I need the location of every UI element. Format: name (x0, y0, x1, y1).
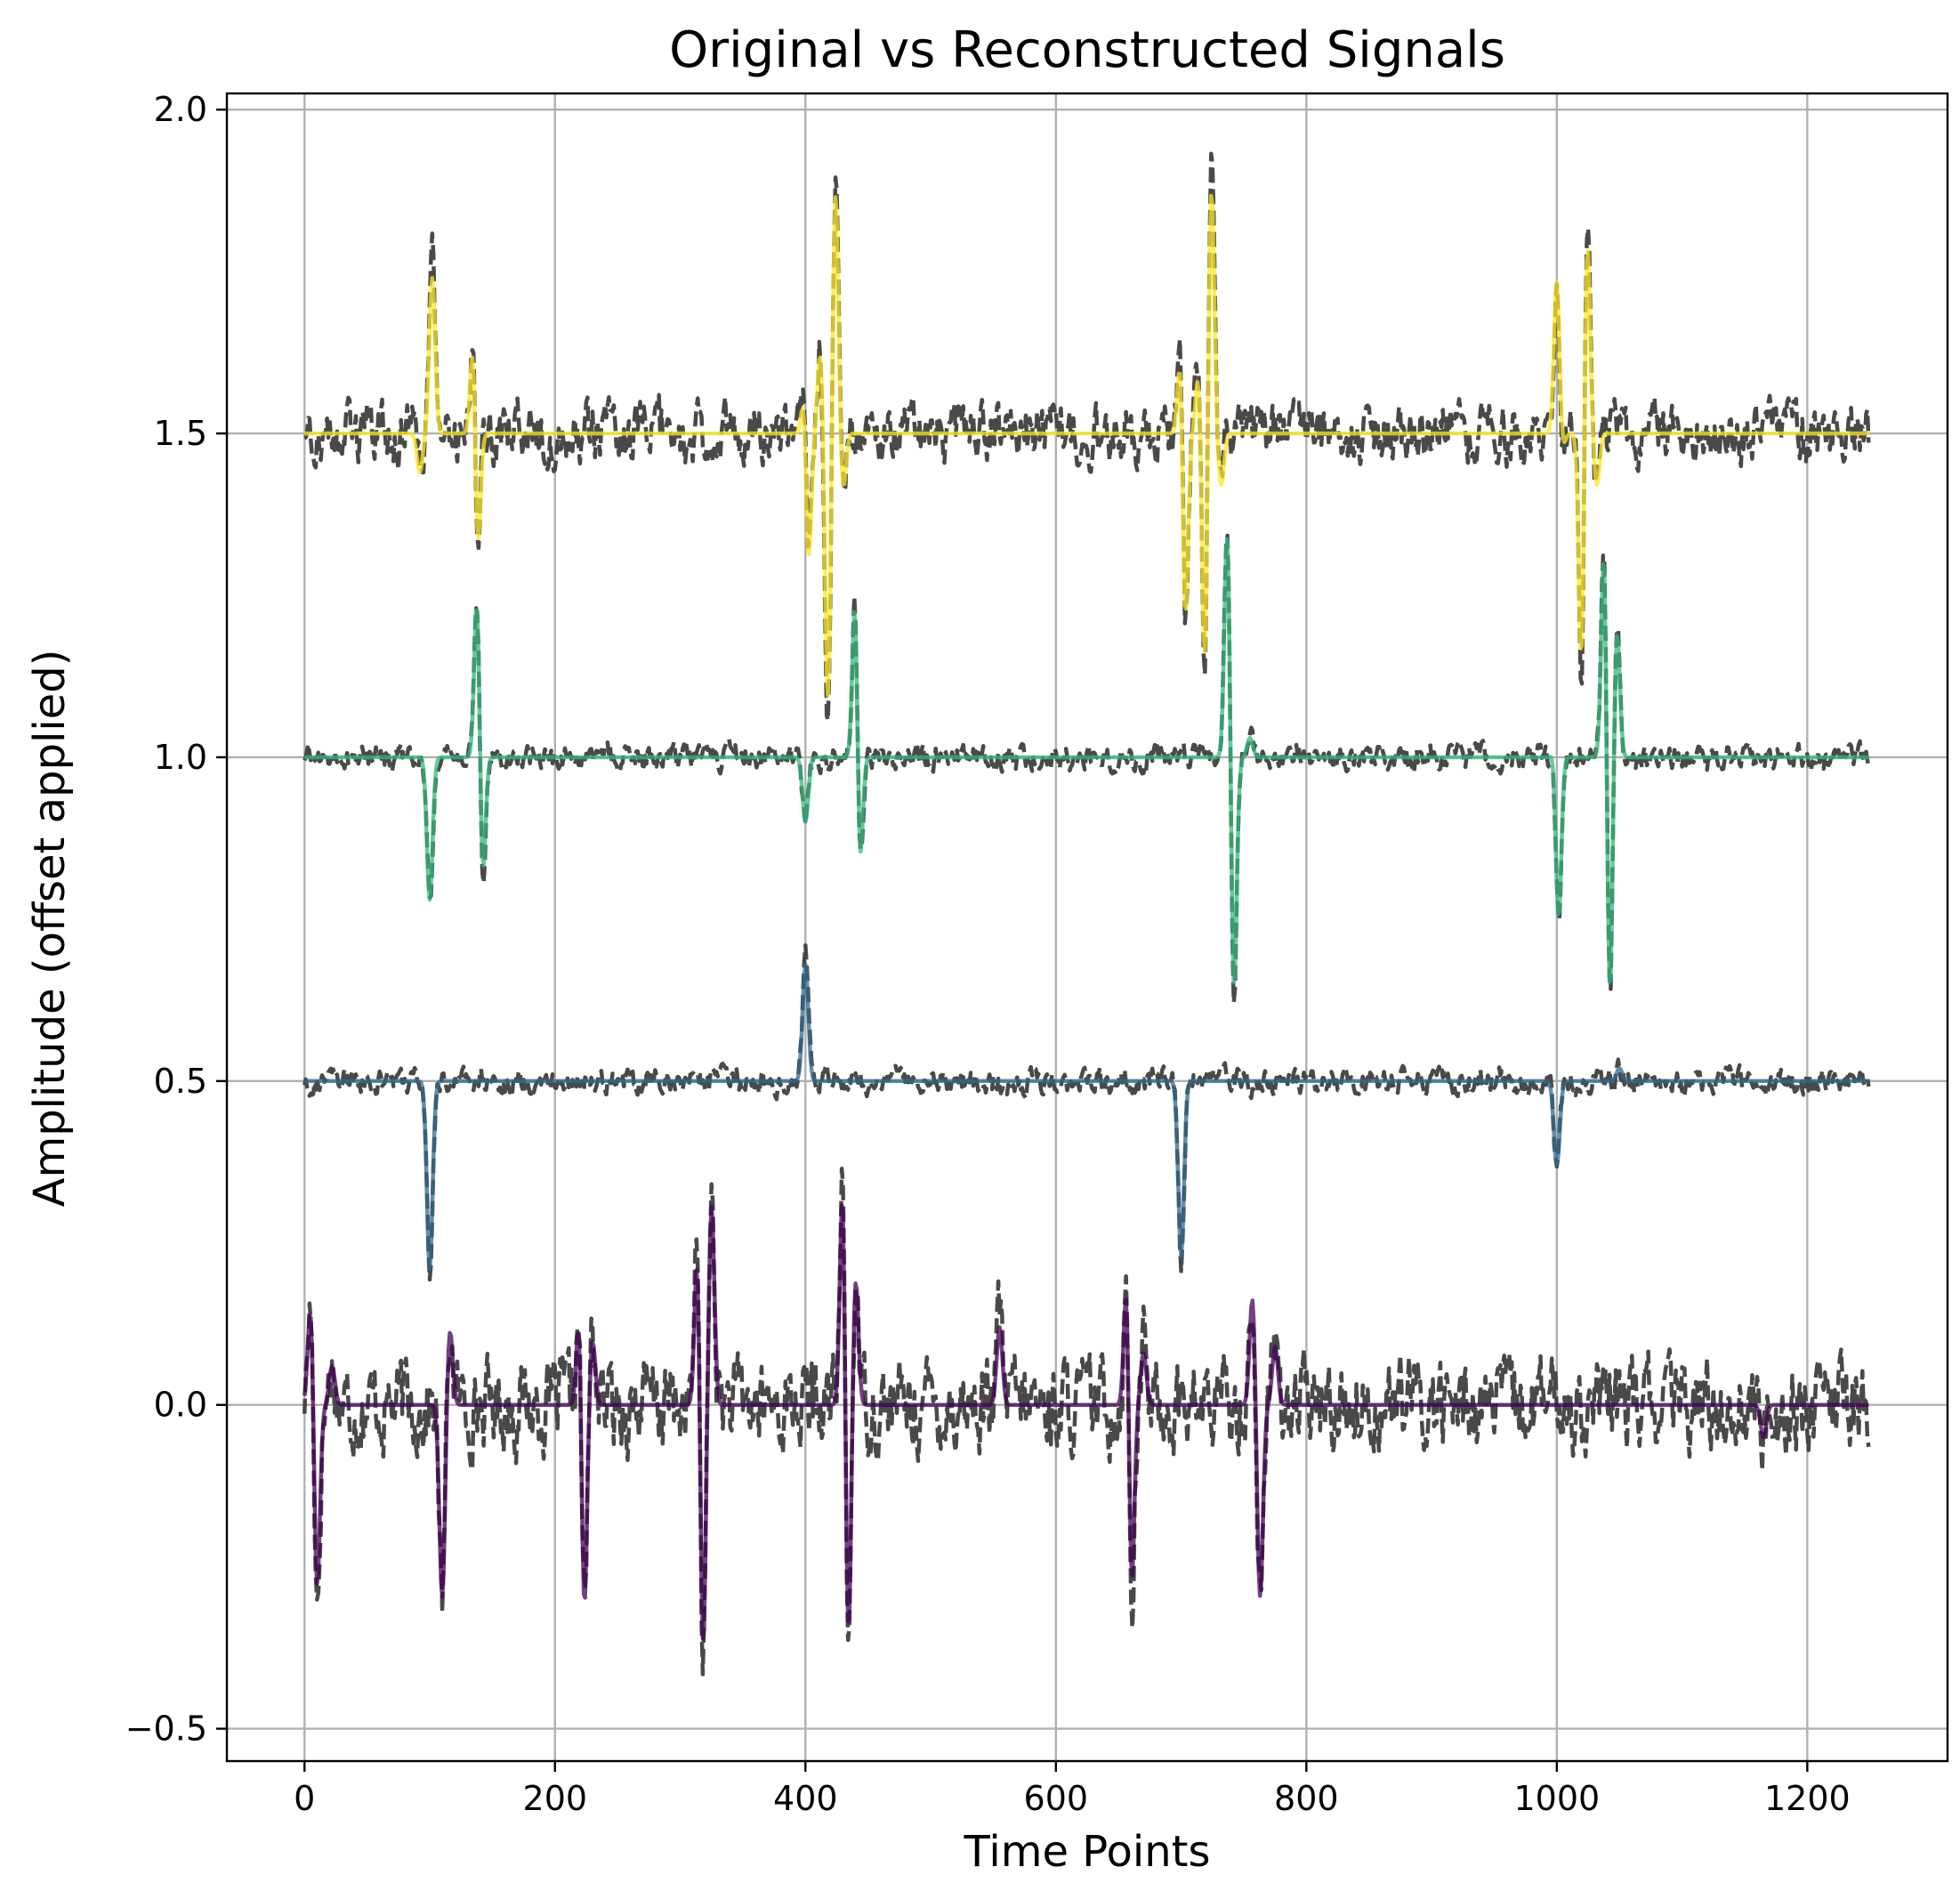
y-axis-ticks: −0.5 0.0 0.5 1.0 1.5 2.0 (125, 90, 227, 1749)
y-tick-label: 1.0 (154, 738, 207, 777)
series-1 (302, 1166, 1871, 1677)
plot-frame (225, 92, 1949, 1763)
y-tick-label: 0.5 (154, 1062, 207, 1101)
y-tick-label: 2.0 (154, 90, 207, 129)
x-tick-label: 600 (1024, 1779, 1089, 1818)
y-tick-label: 1.5 (154, 414, 207, 453)
original-line (303, 151, 1871, 723)
y-axis-label: Amplitude (offset applied) (25, 650, 75, 1208)
y-tick-label: −0.5 (125, 1709, 207, 1749)
series-2 (302, 943, 1871, 1282)
chart-title: Original vs Reconstructed Signals (669, 21, 1505, 79)
reconstructed-line (302, 1203, 1870, 1641)
original-line (302, 533, 1871, 1005)
y-tick-label: 0.0 (154, 1386, 207, 1425)
x-axis-ticks: 0 200 400 600 800 1000 1200 (294, 1761, 1851, 1818)
x-tick-label: 1000 (1513, 1779, 1600, 1818)
x-tick-label: 1200 (1764, 1779, 1851, 1818)
series-4 (303, 151, 1871, 723)
x-tick-label: 800 (1274, 1779, 1339, 1818)
reconstructed-line (303, 537, 1870, 985)
original-line (302, 1166, 1871, 1677)
x-tick-label: 400 (773, 1779, 838, 1818)
series-layer (302, 151, 1871, 1677)
reconstructed-line (303, 962, 1870, 1272)
x-tick-label: 0 (294, 1779, 315, 1818)
series-3 (302, 533, 1871, 1005)
x-tick-label: 200 (523, 1779, 588, 1818)
x-axis-label: Time Points (964, 1827, 1211, 1877)
reconstructed-line (303, 193, 1870, 698)
